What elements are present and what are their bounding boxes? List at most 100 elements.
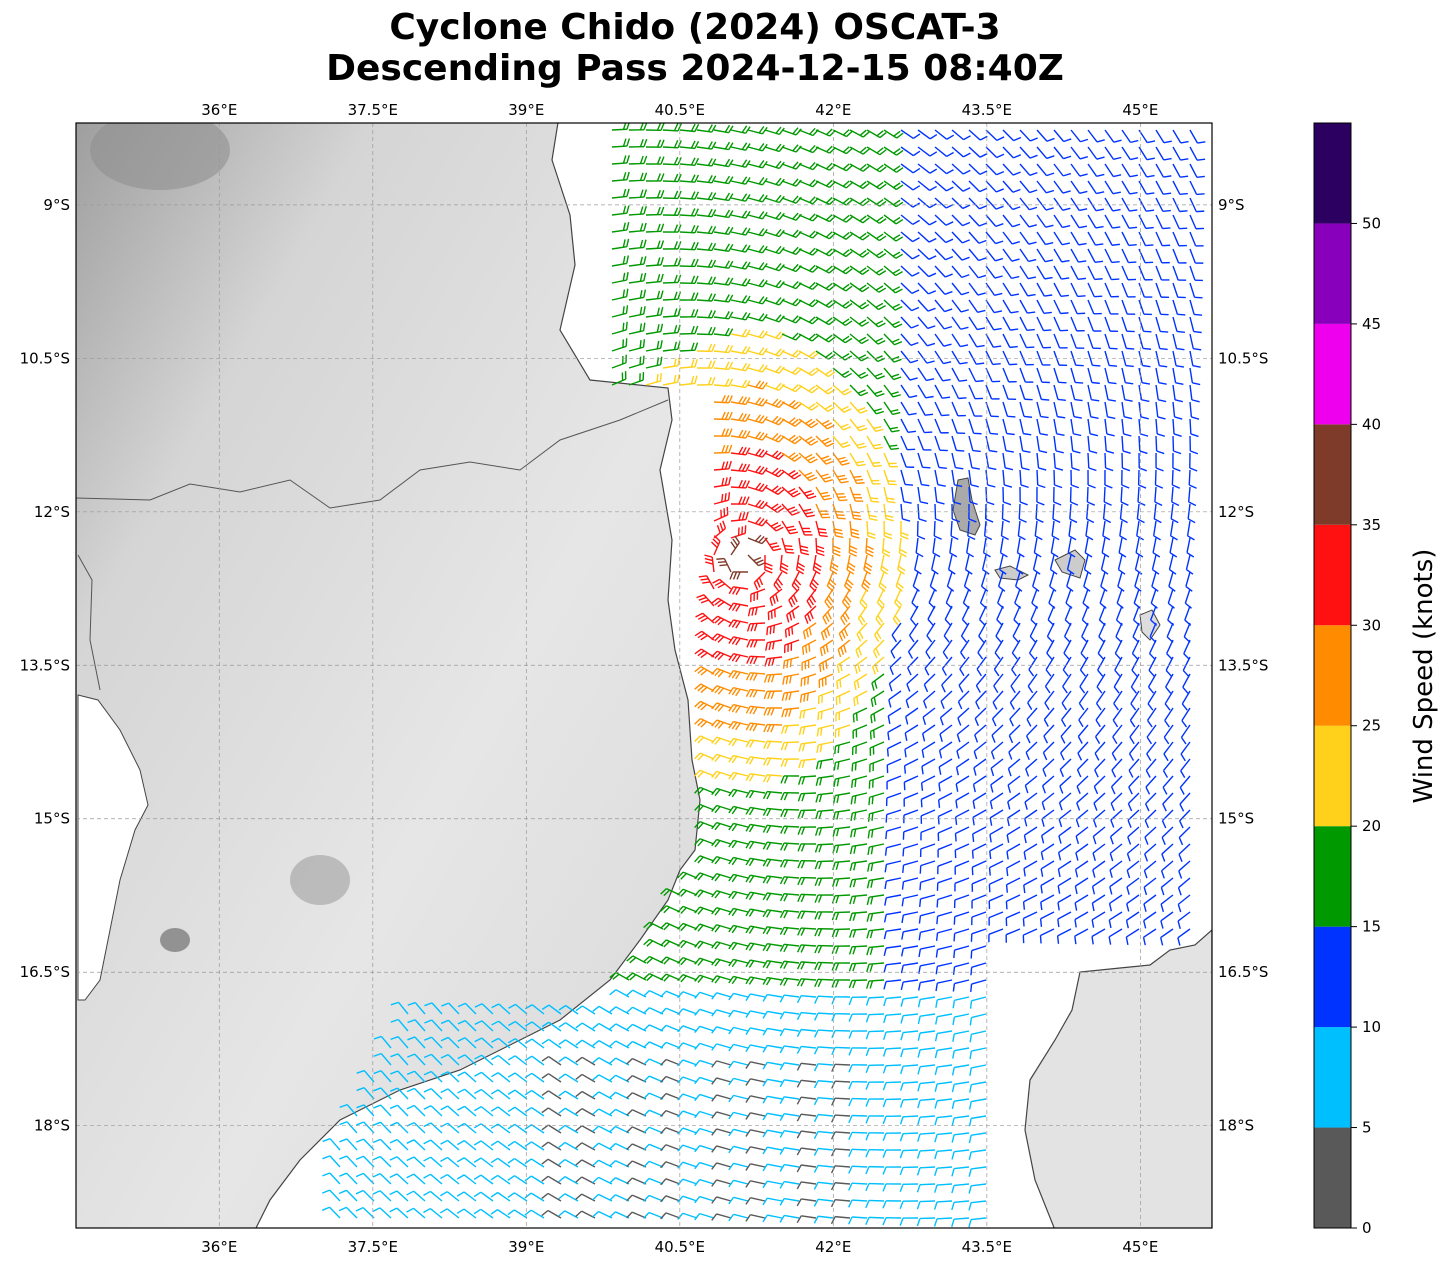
- wind-barb: [1143, 860, 1157, 879]
- wind-barb: [780, 791, 800, 801]
- wind-barb: [1108, 911, 1123, 929]
- wind-barb: [677, 1110, 698, 1118]
- wind-barb: [711, 615, 732, 626]
- wind-barb: [440, 1156, 460, 1168]
- wind-barb: [1032, 571, 1040, 592]
- wind-barb: [925, 639, 936, 660]
- wind-barb: [848, 1047, 868, 1056]
- wind-barb: [967, 520, 976, 541]
- wind-barb: [1185, 554, 1194, 575]
- wind-barb: [866, 265, 887, 276]
- wind-barb: [814, 860, 834, 870]
- wind-barb: [801, 639, 817, 655]
- wind-barb: [900, 1064, 919, 1075]
- wind-barb: [955, 775, 970, 792]
- wind-barb: [746, 655, 766, 665]
- wind-barb: [762, 790, 783, 800]
- wind-barb: [900, 1030, 919, 1041]
- wind-barb: [813, 1130, 834, 1139]
- wind-barb: [991, 707, 1004, 727]
- wind-barb: [883, 163, 904, 173]
- wind-barb: [321, 1206, 341, 1219]
- wind-barb: [814, 911, 834, 920]
- wind-barb: [866, 384, 885, 398]
- wind-barb: [1036, 180, 1055, 194]
- wind-barb: [1189, 435, 1199, 455]
- wind-barb: [1006, 843, 1021, 860]
- wind-barb: [781, 417, 802, 427]
- wind-barb: [694, 1178, 715, 1187]
- wind-barb: [694, 769, 715, 778]
- wind-barb: [730, 535, 740, 556]
- wind-barb: [1110, 792, 1123, 812]
- wind-barb: [558, 1193, 579, 1202]
- wind-barb: [968, 1200, 987, 1211]
- wind-barb: [764, 177, 785, 187]
- wind-barb: [974, 707, 987, 727]
- wind-barb: [848, 996, 868, 1006]
- wind-barb: [882, 1098, 902, 1108]
- wind-barb: [846, 554, 856, 575]
- wind-barb: [1028, 656, 1038, 677]
- map-panel: 36°E36°E37.5°E37.5°E39°E39°E40.5°E40.5°E…: [20, 101, 1269, 1256]
- wind-barb: [1041, 826, 1055, 844]
- wind-barb: [1070, 180, 1088, 194]
- wind-barb: [904, 741, 919, 758]
- wind-barb: [866, 520, 876, 540]
- wind-barb: [694, 1093, 715, 1102]
- wind-barb: [611, 238, 630, 250]
- wind-barb: [978, 622, 987, 643]
- wind-barb: [882, 1115, 902, 1125]
- wind-barb: [645, 340, 663, 352]
- wind-barb: [696, 276, 717, 285]
- wind-barb: [951, 1149, 970, 1160]
- wind-barb: [762, 875, 783, 884]
- wind-barb: [797, 843, 817, 852]
- wind-barb: [1086, 486, 1096, 506]
- wind-barb: [762, 1078, 783, 1087]
- wind-barb: [1063, 622, 1072, 643]
- wind-barb: [338, 1206, 358, 1219]
- wind-barb: [968, 435, 981, 453]
- wind-barb: [745, 739, 766, 748]
- wind-barb: [1070, 299, 1086, 315]
- wind-barb: [728, 1111, 749, 1120]
- wind-barb: [746, 622, 766, 632]
- wind-barb: [781, 366, 802, 376]
- wind-barb: [1100, 554, 1109, 575]
- wind-barb: [694, 1161, 715, 1170]
- wind-barb: [900, 384, 918, 399]
- wind-barb: [1121, 367, 1134, 385]
- wind-barb: [1053, 418, 1065, 436]
- wind-barb: [832, 384, 852, 396]
- wind-barb: [558, 1039, 579, 1049]
- wind-barb: [762, 959, 783, 969]
- wind-barb: [1019, 231, 1037, 245]
- wind-barb: [1076, 792, 1089, 811]
- wind-barb: [1025, 758, 1038, 777]
- lon-tick-label-bottom: 39°E: [508, 1238, 544, 1256]
- wind-barb: [1172, 418, 1182, 438]
- wind-barb: [490, 1174, 511, 1185]
- wind-barb: [1145, 775, 1157, 795]
- wind-barb: [934, 231, 954, 244]
- wind-barb: [1005, 928, 1021, 943]
- wind-barb: [781, 452, 802, 462]
- wind-barb: [1151, 571, 1159, 592]
- wind-barb: [1087, 146, 1105, 160]
- wind-barb: [696, 208, 717, 218]
- wind-barb: [899, 1115, 919, 1125]
- wind-barb: [763, 723, 783, 733]
- wind-barb: [457, 1122, 477, 1134]
- wind-barb: [1023, 843, 1038, 860]
- wind-barb: [848, 962, 868, 972]
- wind-barb: [745, 823, 766, 833]
- wind-barb: [694, 872, 715, 881]
- wind-barb: [900, 333, 919, 346]
- wind-barb: [1146, 724, 1157, 745]
- wind-barb: [1057, 877, 1072, 894]
- wind-barb: [830, 1131, 851, 1140]
- wind-barb: [900, 418, 917, 433]
- wind-barb: [524, 1055, 545, 1066]
- wind-barb: [558, 1073, 579, 1083]
